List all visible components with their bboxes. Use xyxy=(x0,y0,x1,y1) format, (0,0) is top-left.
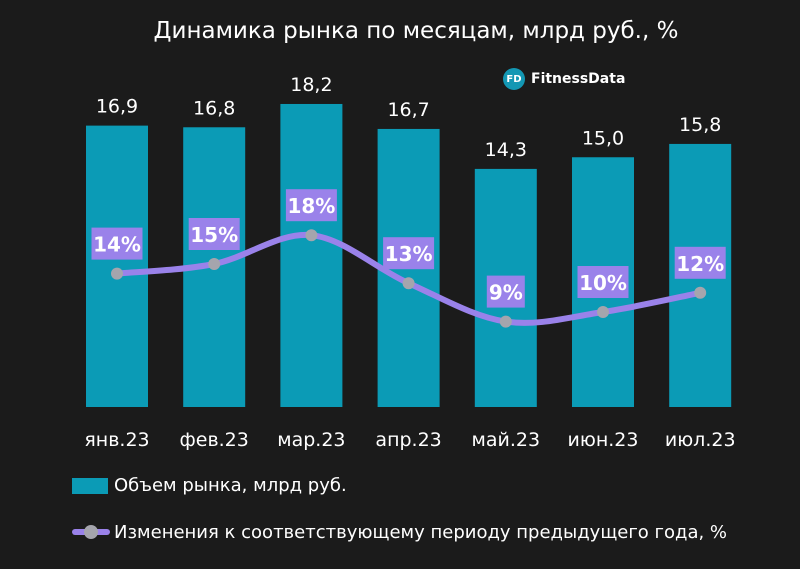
line-value-label: 12% xyxy=(676,252,724,276)
legend-item-line: Изменения к соответствующему периоду пре… xyxy=(72,520,727,544)
line-point xyxy=(305,229,318,242)
line-label-box xyxy=(674,246,726,279)
line-point xyxy=(111,267,123,280)
bar-value-label: 16,7 xyxy=(387,99,429,121)
line-label-box xyxy=(285,189,337,222)
bar xyxy=(280,103,343,407)
x-tick-label: июл.23 xyxy=(665,429,736,451)
legend-item-bars: Объем рынка, млрд руб. xyxy=(72,475,347,496)
line-label-box xyxy=(188,218,240,250)
x-tick-label: мар.23 xyxy=(277,429,345,451)
line-value-label: 15% xyxy=(190,223,238,247)
line-point xyxy=(208,258,221,270)
x-tick-label: апр.23 xyxy=(375,429,441,451)
bar-value-label: 15,8 xyxy=(679,114,721,136)
line-label-box xyxy=(91,227,143,260)
brand-name: FitnessData xyxy=(531,71,626,87)
line-point xyxy=(597,306,609,318)
line-point xyxy=(499,315,512,328)
bar-value-label: 18,2 xyxy=(290,74,332,96)
line-point xyxy=(402,277,415,290)
line-value-label: 14% xyxy=(93,233,141,257)
line-value-label: 10% xyxy=(579,271,627,295)
legend-bar-swatch xyxy=(72,477,108,494)
line-label-box xyxy=(577,266,629,298)
line-value-label: 18% xyxy=(287,194,335,218)
line-label-box xyxy=(486,275,525,308)
brand-logo: FD FitnessData xyxy=(503,68,625,90)
bar-value-label: 16,9 xyxy=(96,96,138,118)
line-value-label: 9% xyxy=(489,281,523,305)
line-point xyxy=(694,286,707,299)
bar-value-label: 15,0 xyxy=(582,127,624,149)
bar-value-label: 14,3 xyxy=(485,139,527,161)
bar-value-label: 16,8 xyxy=(193,97,235,119)
x-tick-label: янв.23 xyxy=(84,429,149,451)
legend-label: Изменения к соответствующему периоду пре… xyxy=(114,521,728,543)
brand-badge-icon: FD xyxy=(503,68,525,90)
chart-title: Динамика рынка по месяцам, млрд руб., % xyxy=(153,18,679,44)
x-tick-label: июн.23 xyxy=(568,429,639,451)
line-label-box xyxy=(383,237,435,270)
x-tick-label: фев.23 xyxy=(180,429,249,451)
bar xyxy=(86,125,148,408)
legend-line-swatch xyxy=(72,520,110,544)
line-value-label: 13% xyxy=(385,242,433,266)
x-tick-label: май.23 xyxy=(472,429,541,451)
legend-label: Объем рынка, млрд руб. xyxy=(114,475,347,496)
